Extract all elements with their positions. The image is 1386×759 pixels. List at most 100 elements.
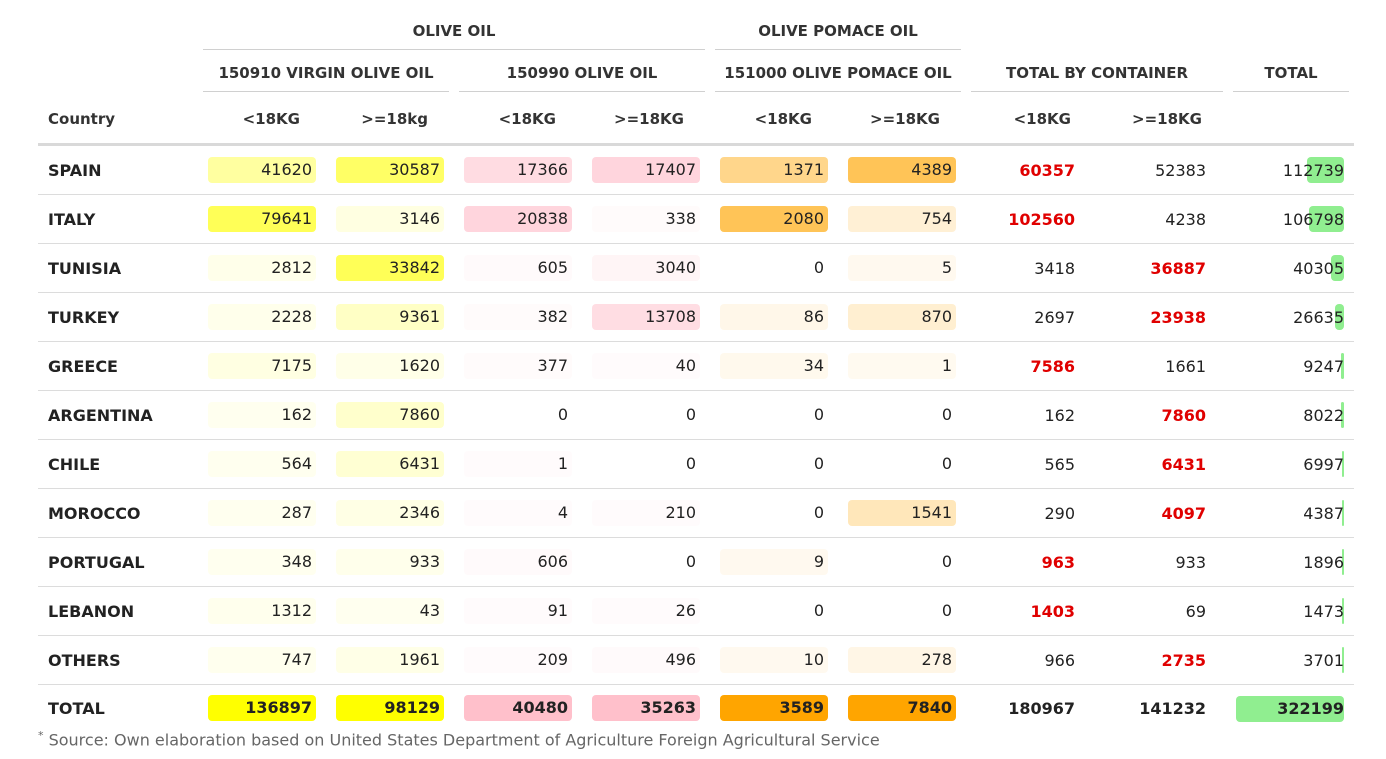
value-pomace-large: 278 — [848, 647, 956, 673]
value-virgin-small: 136897 — [208, 695, 316, 721]
value-container-small: 162 — [1044, 405, 1075, 425]
column-header-container-small: <18KG — [966, 94, 1097, 146]
value-pomace-small: 0 — [813, 454, 824, 473]
value-container-large: 1661 — [1165, 356, 1206, 376]
value-virgin-small: 2228 — [208, 304, 316, 330]
group-header-olive-oil: OLIVE OIL — [203, 22, 705, 50]
value-virgin-large: 1961 — [336, 647, 444, 673]
value-virgin-small: 79641 — [208, 206, 316, 232]
column-header-virgin-small: <18KG — [198, 94, 326, 146]
value-virgin-large: 933 — [336, 549, 444, 575]
value-pomace-large: 1 — [848, 353, 956, 379]
table-row: ITALY 79641 3146 20838 338 2080 754 102560 4238 1… — [38, 194, 1354, 244]
value-pomace-large: 0 — [941, 405, 952, 424]
value-olive-large: 40 — [592, 353, 700, 379]
source-footnote: * Source: Own elaboration based on Unite… — [38, 729, 880, 749]
value-container-large: 69 — [1185, 601, 1206, 621]
value-total: 106798 — [1282, 209, 1344, 229]
value-olive-large: 17407 — [592, 157, 700, 183]
value-olive-small: 0 — [557, 405, 568, 424]
table-row: TUNISIA 2812 33842 605 3040 0 5 3418 36887 40305 — [38, 243, 1354, 293]
table-row: TURKEY 2228 9361 382 13708 86 870 2697 23938 2663… — [38, 292, 1354, 342]
table-row: PORTUGAL 348 933 606 0 9 0 963 933 1896 — [38, 537, 1354, 587]
value-olive-small: 91 — [464, 598, 572, 624]
table-row: ARGENTINA 162 7860 0 0 0 0 162 7860 8022 — [38, 390, 1354, 440]
value-virgin-large: 98129 — [336, 695, 444, 721]
value-container-small: 963 — [1041, 552, 1075, 572]
value-total: 4387 — [1303, 503, 1344, 523]
value-container-small: 60357 — [1019, 160, 1075, 180]
table-body: SPAIN 41620 30587 17366 17407 1371 4389 60357 52… — [38, 144, 1354, 732]
country-cell: TUNISIA — [38, 243, 198, 293]
value-olive-small: 4 — [464, 500, 572, 526]
total-bar — [1342, 451, 1344, 477]
value-container-large: 933 — [1175, 552, 1206, 572]
value-total: 40305 — [1293, 258, 1344, 278]
sub-header-olive: 150990 OLIVE OIL — [459, 52, 705, 92]
value-pomace-small: 34 — [720, 353, 828, 379]
value-olive-small: 606 — [464, 549, 572, 575]
value-virgin-small: 348 — [208, 549, 316, 575]
country-cell: GREECE — [38, 341, 198, 391]
value-virgin-small: 1312 — [208, 598, 316, 624]
total-bar — [1342, 647, 1344, 673]
value-olive-large: 210 — [592, 500, 700, 526]
table-row: SPAIN 41620 30587 17366 17407 1371 4389 60357 52… — [38, 144, 1354, 195]
value-container-small: 3418 — [1034, 258, 1075, 278]
value-virgin-large: 43 — [336, 598, 444, 624]
value-container-large: 36887 — [1150, 258, 1206, 278]
table-row: OTHERS 747 1961 209 496 10 278 966 2735 3701 — [38, 635, 1354, 685]
value-pomace-large: 7840 — [848, 695, 956, 721]
value-virgin-large: 33842 — [336, 255, 444, 281]
total-row: TOTAL 136897 98129 40480 35263 3589 7840 180967… — [38, 685, 1354, 732]
sub-header-virgin: 150910 VIRGIN OLIVE OIL — [203, 52, 449, 92]
value-total: 9247 — [1303, 356, 1344, 376]
table-row: GREECE 7175 1620 377 40 34 1 7586 1661 9247 — [38, 341, 1354, 391]
value-virgin-large: 30587 — [336, 157, 444, 183]
value-pomace-large: 5 — [848, 255, 956, 281]
value-pomace-large: 4389 — [848, 157, 956, 183]
value-virgin-small: 747 — [208, 647, 316, 673]
value-olive-large: 3040 — [592, 255, 700, 281]
value-pomace-small: 0 — [813, 601, 824, 620]
footnote-mark: * — [38, 729, 44, 742]
table-row: CHILE 564 6431 1 0 0 0 565 6431 6997 — [38, 439, 1354, 489]
value-pomace-small: 0 — [813, 405, 824, 424]
value-virgin-small: 564 — [208, 451, 316, 477]
value-virgin-large: 9361 — [336, 304, 444, 330]
value-virgin-large: 3146 — [336, 206, 444, 232]
value-total: 6997 — [1303, 454, 1344, 474]
value-olive-large: 338 — [592, 206, 700, 232]
value-olive-large: 0 — [685, 454, 696, 473]
value-olive-small: 1 — [464, 451, 572, 477]
value-olive-large: 0 — [685, 552, 696, 571]
sub-header-pomace: 151000 OLIVE POMACE OIL — [715, 52, 961, 92]
value-olive-small: 605 — [464, 255, 572, 281]
value-container-large: 141232 — [1139, 698, 1206, 718]
value-pomace-small: 3589 — [720, 695, 828, 721]
country-cell: SPAIN — [38, 144, 198, 195]
value-total: 322199 — [1277, 698, 1344, 718]
country-cell: ITALY — [38, 194, 198, 244]
column-header-olive-large: >=18KG — [582, 94, 710, 146]
value-virgin-small: 41620 — [208, 157, 316, 183]
value-pomace-small: 1371 — [720, 157, 828, 183]
value-virgin-small: 7175 — [208, 353, 316, 379]
value-virgin-large: 7860 — [336, 402, 444, 428]
country-cell: TOTAL — [48, 698, 105, 718]
value-olive-small: 40480 — [464, 695, 572, 721]
value-container-small: 180967 — [1008, 698, 1075, 718]
value-virgin-large: 6431 — [336, 451, 444, 477]
value-virgin-large: 1620 — [336, 353, 444, 379]
value-virgin-small: 162 — [208, 402, 316, 428]
value-total: 112739 — [1282, 160, 1344, 180]
total-bar — [1335, 304, 1344, 330]
value-container-large: 52383 — [1155, 160, 1206, 180]
total-bar — [1236, 696, 1344, 722]
group-header-pomace-oil: OLIVE POMACE OIL — [715, 22, 961, 50]
sub-header-total: TOTAL — [1233, 52, 1349, 92]
value-olive-large: 13708 — [592, 304, 700, 330]
total-bar — [1342, 500, 1344, 526]
country-cell: OTHERS — [38, 635, 198, 685]
